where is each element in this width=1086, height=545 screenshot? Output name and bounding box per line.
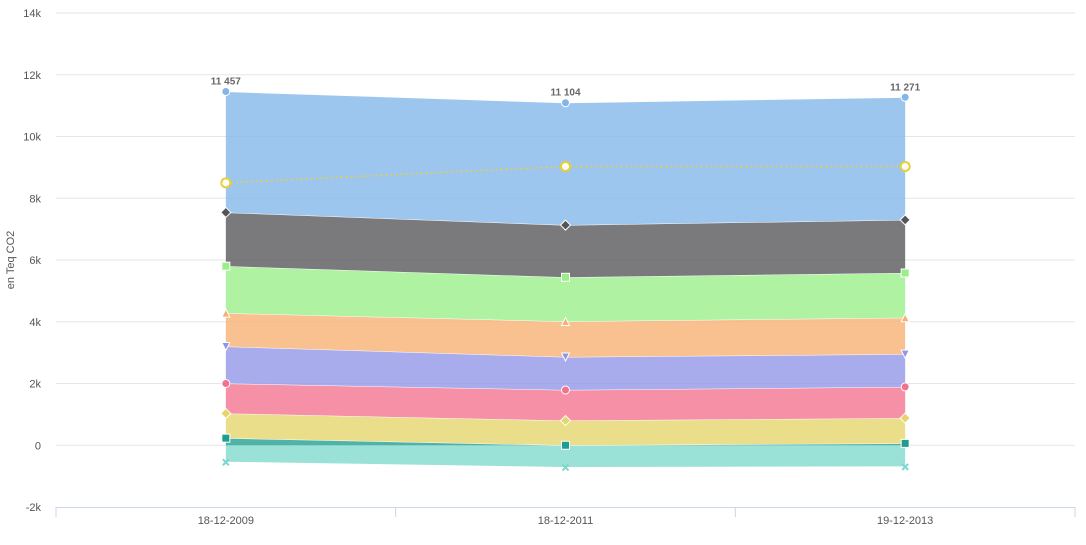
data-point xyxy=(220,177,232,189)
y-tick-label: 12k xyxy=(23,70,41,82)
data-point xyxy=(561,272,570,282)
data-point xyxy=(559,414,572,427)
total-data-label: 11 104 xyxy=(550,87,580,98)
series-area xyxy=(225,266,906,322)
y-axis-title: en Teq CO2 xyxy=(5,231,17,290)
data-point xyxy=(559,219,572,231)
data-point xyxy=(561,440,570,450)
total-data-label: 11 457 xyxy=(211,77,241,88)
series-area xyxy=(225,313,906,357)
data-point xyxy=(899,214,911,226)
data-point xyxy=(900,312,910,323)
data-point xyxy=(899,412,911,424)
y-tick-label: -2k xyxy=(26,502,42,514)
data-point-stroke xyxy=(901,463,909,471)
data-point xyxy=(900,268,910,278)
x-tick-label: 19-12-2013 xyxy=(877,515,933,527)
y-tick-label: 0 xyxy=(35,440,41,452)
x-tick-label: 18-12-2009 xyxy=(198,515,254,527)
y-axis: -2k 0 2k 4k 6k 8k 10k 12k 14k xyxy=(23,8,41,514)
data-point-stroke xyxy=(222,458,230,466)
series-area xyxy=(225,413,906,446)
data-point xyxy=(220,407,232,420)
data-point xyxy=(901,463,909,471)
data-point xyxy=(221,307,231,318)
series-area xyxy=(225,445,906,468)
total-labels: 11 457 11 104 11 271 xyxy=(211,77,921,99)
data-point xyxy=(900,382,910,392)
series-area xyxy=(225,383,906,421)
data-point xyxy=(899,160,911,172)
data-point xyxy=(900,349,910,360)
data-point xyxy=(221,261,231,271)
series-areas xyxy=(225,91,906,468)
data-point xyxy=(221,341,231,352)
y-tick-label: 2k xyxy=(29,379,41,391)
y-tick-label: 14k xyxy=(23,8,41,20)
data-point xyxy=(561,98,570,108)
y-tick-label: 8k xyxy=(29,193,41,205)
y-tick-label: 4k xyxy=(29,317,41,329)
series-markers xyxy=(220,87,911,472)
total-data-label: 11 271 xyxy=(890,82,920,93)
x-tick-label: 18-12-2011 xyxy=(538,515,593,527)
data-point xyxy=(900,438,910,448)
data-point-stroke xyxy=(561,463,570,472)
data-point xyxy=(220,206,232,219)
series-area xyxy=(225,346,906,390)
y-tick-label: 10k xyxy=(23,132,41,144)
data-point xyxy=(221,379,231,388)
series-area xyxy=(225,91,906,226)
data-point xyxy=(561,463,570,472)
data-point xyxy=(221,87,231,97)
data-point xyxy=(561,385,570,395)
x-axis: 18-12-2009 18-12-2011 19-12-2013 xyxy=(55,507,1076,527)
data-point xyxy=(221,433,231,443)
data-point xyxy=(900,92,910,102)
y-tick-label: 6k xyxy=(29,255,41,267)
data-point xyxy=(560,352,571,363)
series-area xyxy=(225,438,906,446)
series-area xyxy=(225,212,906,278)
data-point xyxy=(560,316,571,326)
data-point xyxy=(222,458,230,466)
data-point xyxy=(560,160,571,172)
